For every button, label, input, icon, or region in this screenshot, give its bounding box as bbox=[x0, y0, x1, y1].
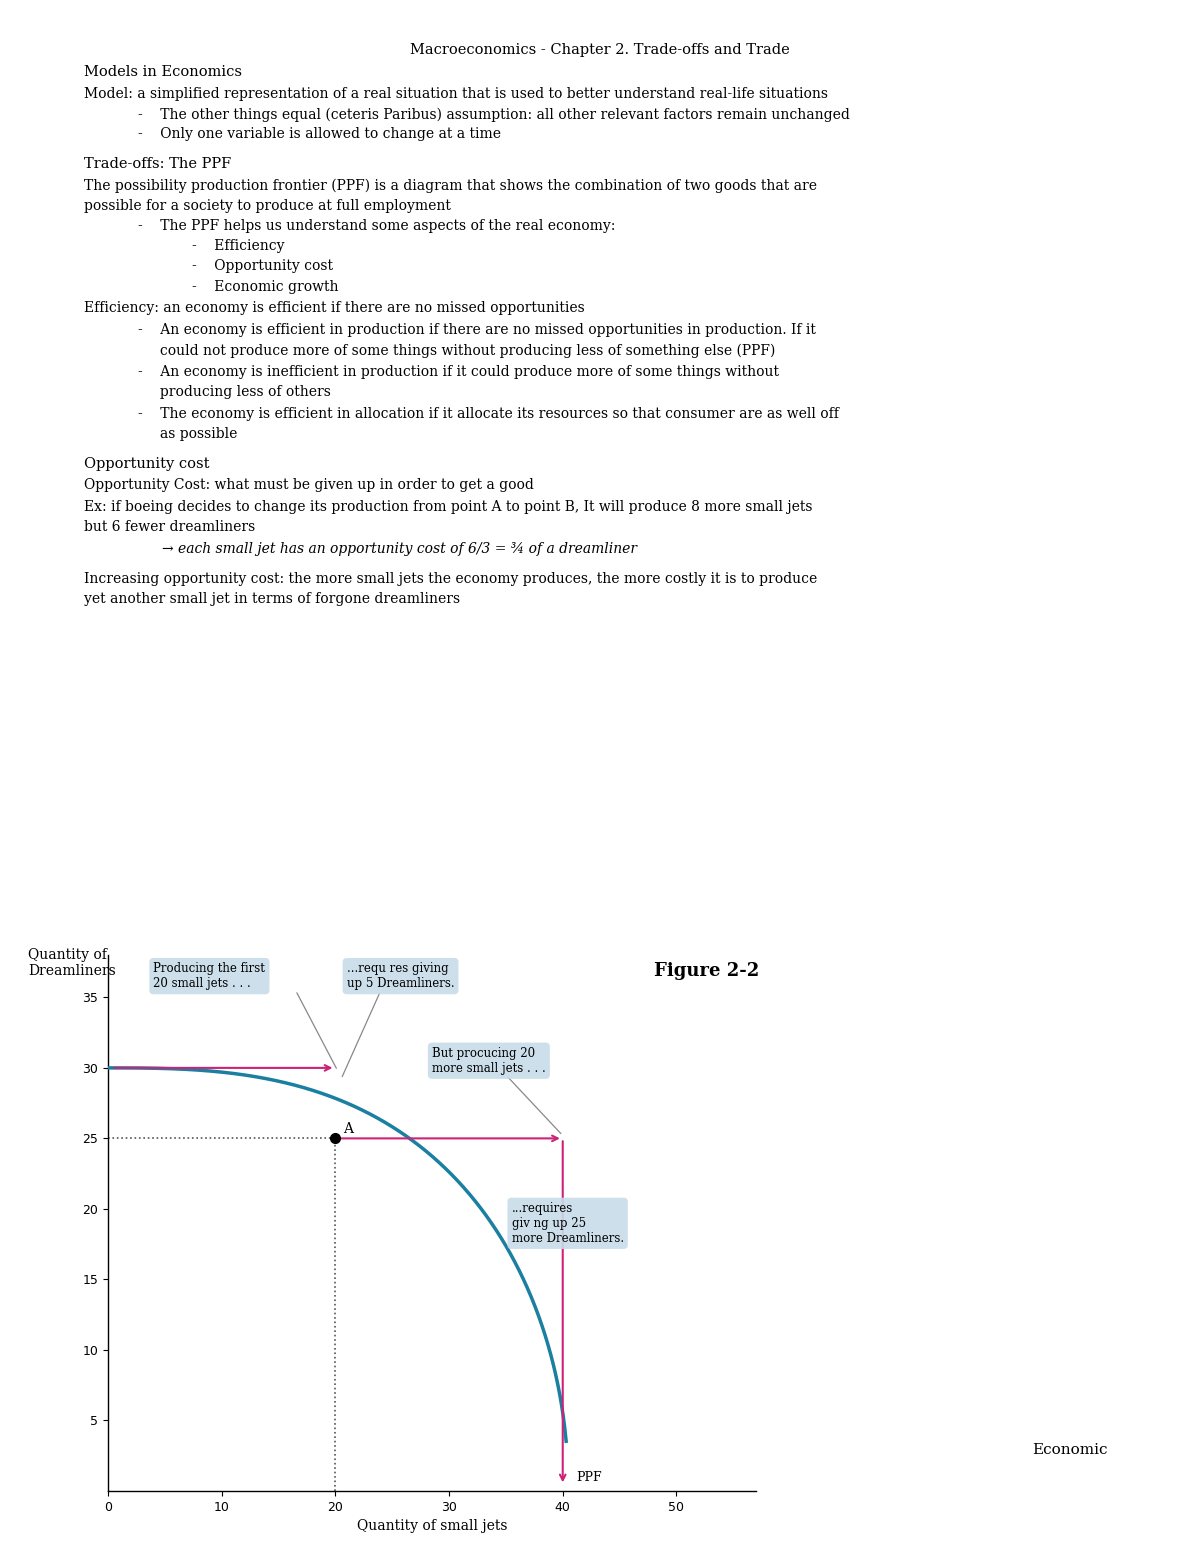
Text: -    Opportunity cost: - Opportunity cost bbox=[192, 259, 334, 273]
Text: could not produce more of some things without producing less of something else (: could not produce more of some things wi… bbox=[138, 343, 775, 357]
Text: Trade-offs: The PPF: Trade-offs: The PPF bbox=[84, 157, 232, 171]
Text: The possibility production frontier (PPF) is a diagram that shows the combinatio: The possibility production frontier (PPF… bbox=[84, 179, 817, 193]
Text: Figure 2-2: Figure 2-2 bbox=[654, 963, 758, 980]
Text: yet another small jet in terms of forgone dreamliners: yet another small jet in terms of forgon… bbox=[84, 592, 460, 606]
Text: -    An economy is efficient in production if there are no missed opportunities : - An economy is efficient in production … bbox=[138, 323, 816, 337]
Text: ...requires
giv ng up 25
more Dreamliners.: ...requires giv ng up 25 more Dreamliner… bbox=[511, 1202, 624, 1246]
Text: Efficiency: an economy is efficient if there are no missed opportunities: Efficiency: an economy is efficient if t… bbox=[84, 301, 584, 315]
Text: Models in Economics: Models in Economics bbox=[84, 65, 242, 79]
Text: But procucing 20
more small jets . . .: But procucing 20 more small jets . . . bbox=[432, 1047, 546, 1075]
Text: ...requ res giving
up 5 Dreamliners.: ...requ res giving up 5 Dreamliners. bbox=[347, 963, 455, 991]
Text: Model: a simplified representation of a real situation that is used to better un: Model: a simplified representation of a … bbox=[84, 87, 828, 101]
Text: as possible: as possible bbox=[138, 427, 238, 441]
Text: Ex: if boeing decides to change its production from point A to point B, It will : Ex: if boeing decides to change its prod… bbox=[84, 500, 812, 514]
Text: -    The other things equal (ceteris Paribus) assumption: all other relevant fac: - The other things equal (ceteris Paribu… bbox=[138, 107, 850, 121]
Text: -    Economic growth: - Economic growth bbox=[192, 280, 338, 294]
Text: PPF: PPF bbox=[576, 1471, 602, 1483]
Text: A: A bbox=[343, 1121, 353, 1135]
Text: Producing the first
20 small jets . . .: Producing the first 20 small jets . . . bbox=[154, 963, 265, 991]
Text: but 6 fewer dreamliners: but 6 fewer dreamliners bbox=[84, 520, 256, 534]
Text: Quantity of
Dreamliners: Quantity of Dreamliners bbox=[29, 947, 116, 978]
Text: Opportunity cost: Opportunity cost bbox=[84, 457, 210, 471]
Text: Increasing opportunity cost: the more small jets the economy produces, the more : Increasing opportunity cost: the more sm… bbox=[84, 572, 817, 585]
Text: -    The PPF helps us understand some aspects of the real economy:: - The PPF helps us understand some aspec… bbox=[138, 219, 616, 233]
Text: Economic: Economic bbox=[1032, 1443, 1108, 1457]
Text: -    The economy is efficient in allocation if it allocate its resources so that: - The economy is efficient in allocation… bbox=[138, 407, 839, 421]
Text: Macroeconomics - Chapter 2. Trade-offs and Trade: Macroeconomics - Chapter 2. Trade-offs a… bbox=[410, 43, 790, 57]
Text: → each small jet has an opportunity cost of 6/3 = ¾ of a dreamliner: → each small jet has an opportunity cost… bbox=[162, 542, 637, 556]
Text: Opportunity Cost: what must be given up in order to get a good: Opportunity Cost: what must be given up … bbox=[84, 478, 534, 492]
Text: producing less of others: producing less of others bbox=[138, 385, 331, 399]
Text: -    Only one variable is allowed to change at a time: - Only one variable is allowed to change… bbox=[138, 127, 502, 141]
Text: -    An economy is inefficient in production if it could produce more of some th: - An economy is inefficient in productio… bbox=[138, 365, 779, 379]
Text: -    Efficiency: - Efficiency bbox=[192, 239, 284, 253]
Text: possible for a society to produce at full employment: possible for a society to produce at ful… bbox=[84, 199, 451, 213]
X-axis label: Quantity of small jets: Quantity of small jets bbox=[356, 1519, 508, 1533]
